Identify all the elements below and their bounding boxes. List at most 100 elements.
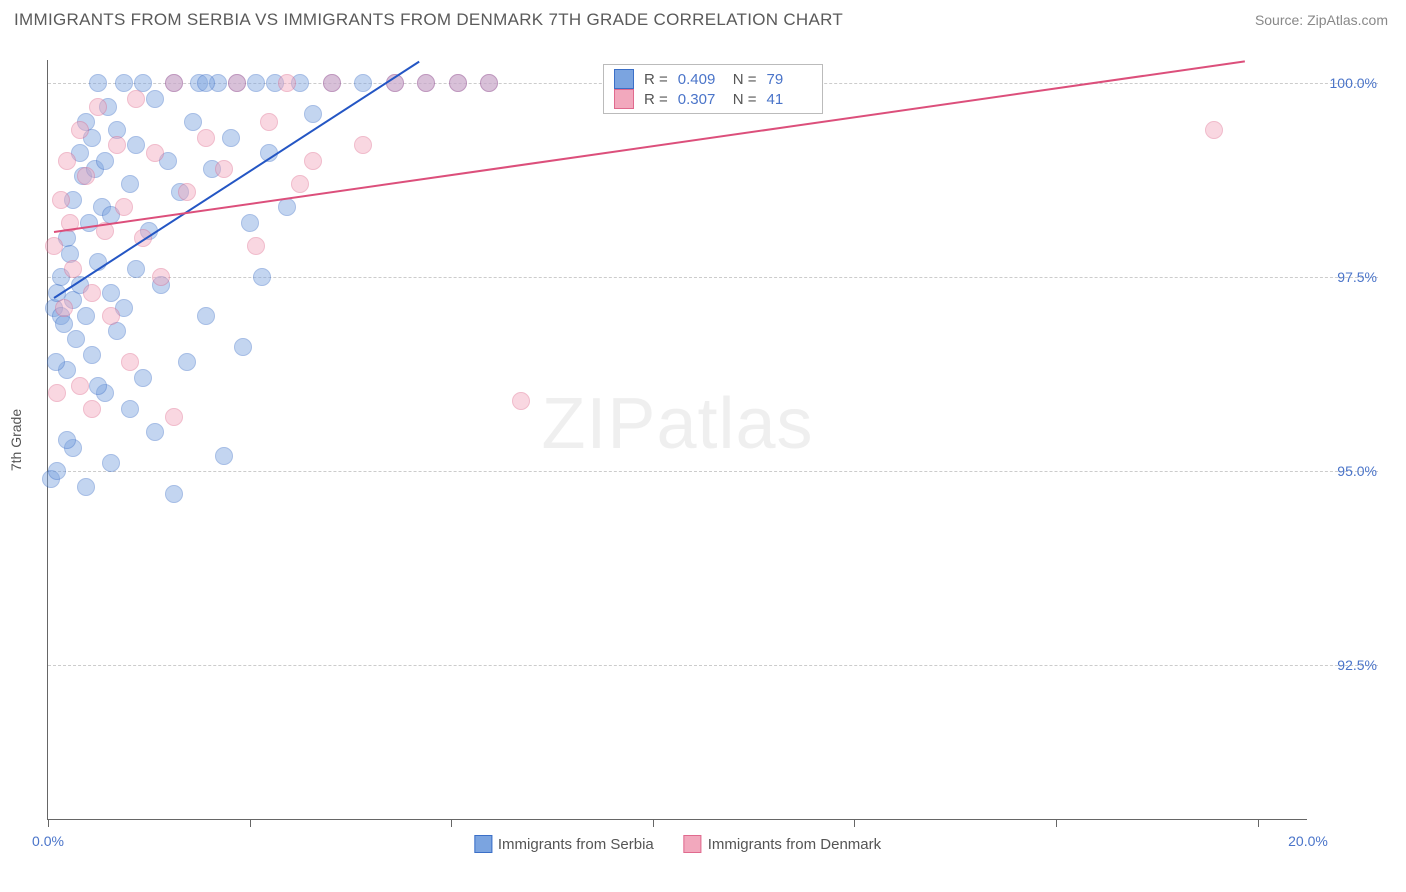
scatter-point <box>115 198 133 216</box>
scatter-point <box>96 152 114 170</box>
scatter-point <box>197 129 215 147</box>
y-tick-label: 92.5% <box>1312 657 1377 673</box>
scatter-point <box>89 74 107 92</box>
stat-n-label: N = <box>733 91 757 108</box>
legend-bottom: Immigrants from Serbia Immigrants from De… <box>474 835 881 853</box>
scatter-point <box>323 74 341 92</box>
scatter-point <box>58 152 76 170</box>
scatter-point <box>121 400 139 418</box>
stats-legend-box: R = 0.409 N = 79 R = 0.307 N = 41 <box>603 64 823 114</box>
scatter-point <box>146 90 164 108</box>
scatter-point <box>197 307 215 325</box>
x-tick <box>653 819 654 827</box>
scatter-point <box>247 74 265 92</box>
y-tick-label: 100.0% <box>1312 75 1377 91</box>
stat-n-value: 41 <box>767 91 812 108</box>
grid-line-h <box>48 277 1378 278</box>
stat-n-value: 79 <box>767 71 812 88</box>
scatter-point <box>134 369 152 387</box>
scatter-point <box>102 307 120 325</box>
source-attribution: Source: ZipAtlas.com <box>1255 12 1388 28</box>
scatter-point <box>1205 121 1223 139</box>
scatter-point <box>278 198 296 216</box>
chart-title: IMMIGRANTS FROM SERBIA VS IMMIGRANTS FRO… <box>14 10 843 30</box>
scatter-point <box>71 377 89 395</box>
scatter-point <box>77 307 95 325</box>
scatter-point <box>102 454 120 472</box>
scatter-point <box>354 136 372 154</box>
y-axis-label: 7th Grade <box>8 408 24 470</box>
scatter-point <box>165 408 183 426</box>
scatter-point <box>165 74 183 92</box>
scatter-point <box>58 431 76 449</box>
legend-label: Immigrants from Serbia <box>498 836 654 853</box>
x-tick <box>451 819 452 827</box>
y-tick-label: 97.5% <box>1312 269 1377 285</box>
scatter-point <box>83 400 101 418</box>
scatter-point <box>247 237 265 255</box>
scatter-point <box>449 74 467 92</box>
legend-item: Immigrants from Denmark <box>684 835 881 853</box>
scatter-point <box>115 74 133 92</box>
scatter-point <box>304 152 322 170</box>
stat-n-label: N = <box>733 71 757 88</box>
scatter-point <box>304 105 322 123</box>
scatter-point <box>291 175 309 193</box>
scatter-point <box>121 175 139 193</box>
scatter-point <box>83 346 101 364</box>
scatter-point <box>228 74 246 92</box>
legend-swatch <box>614 69 634 89</box>
x-tick-label: 0.0% <box>32 833 64 849</box>
stat-r-label: R = <box>644 91 668 108</box>
scatter-point <box>121 353 139 371</box>
scatter-point <box>77 167 95 185</box>
scatter-point <box>108 322 126 340</box>
stats-row: R = 0.409 N = 79 <box>614 69 812 89</box>
stat-r-value: 0.307 <box>678 91 723 108</box>
scatter-point <box>222 129 240 147</box>
x-tick <box>48 819 49 827</box>
scatter-point <box>215 160 233 178</box>
scatter-point <box>417 74 435 92</box>
grid-line-h <box>48 471 1378 472</box>
scatter-point <box>354 74 372 92</box>
scatter-point <box>127 136 145 154</box>
scatter-point <box>71 121 89 139</box>
watermark: ZIPatlas <box>541 383 813 465</box>
scatter-point <box>152 268 170 286</box>
scatter-point <box>89 377 107 395</box>
x-tick-label: 20.0% <box>1288 833 1328 849</box>
scatter-point <box>241 214 259 232</box>
trend-line <box>54 60 420 298</box>
scatter-point <box>55 299 73 317</box>
scatter-point <box>52 191 70 209</box>
scatter-point <box>45 237 63 255</box>
legend-swatch <box>684 835 702 853</box>
chart-container: 7th Grade ZIPatlas 92.5%95.0%97.5%100.0%… <box>47 60 1377 820</box>
stats-row: R = 0.307 N = 41 <box>614 89 812 109</box>
scatter-point <box>253 268 271 286</box>
legend-swatch <box>614 89 634 109</box>
scatter-point <box>77 478 95 496</box>
stat-r-value: 0.409 <box>678 71 723 88</box>
scatter-point <box>108 136 126 154</box>
legend-label: Immigrants from Denmark <box>708 836 881 853</box>
x-tick <box>1056 819 1057 827</box>
stat-r-label: R = <box>644 71 668 88</box>
scatter-point <box>260 113 278 131</box>
scatter-point <box>178 353 196 371</box>
scatter-point <box>127 260 145 278</box>
scatter-point <box>480 74 498 92</box>
scatter-point <box>55 315 73 333</box>
scatter-point <box>165 485 183 503</box>
legend-item: Immigrants from Serbia <box>474 835 654 853</box>
scatter-point <box>48 462 66 480</box>
header: IMMIGRANTS FROM SERBIA VS IMMIGRANTS FRO… <box>0 0 1406 36</box>
scatter-point <box>67 330 85 348</box>
x-tick <box>854 819 855 827</box>
grid-line-h <box>48 665 1378 666</box>
legend-swatch <box>474 835 492 853</box>
x-tick <box>250 819 251 827</box>
x-tick <box>1258 819 1259 827</box>
scatter-point <box>146 144 164 162</box>
